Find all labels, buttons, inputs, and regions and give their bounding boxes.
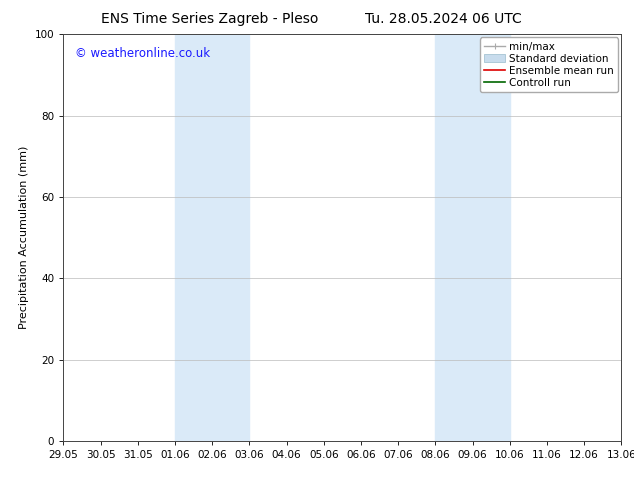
Bar: [175, 34, 249, 441]
Text: © weatheronline.co.uk: © weatheronline.co.uk: [75, 47, 210, 59]
Text: Tu. 28.05.2024 06 UTC: Tu. 28.05.2024 06 UTC: [365, 12, 522, 26]
Y-axis label: Precipitation Accumulation (mm): Precipitation Accumulation (mm): [19, 146, 29, 329]
Legend: min/max, Standard deviation, Ensemble mean run, Controll run: min/max, Standard deviation, Ensemble me…: [480, 37, 618, 92]
Bar: [436, 34, 510, 441]
Text: ENS Time Series Zagreb - Pleso: ENS Time Series Zagreb - Pleso: [101, 12, 318, 26]
